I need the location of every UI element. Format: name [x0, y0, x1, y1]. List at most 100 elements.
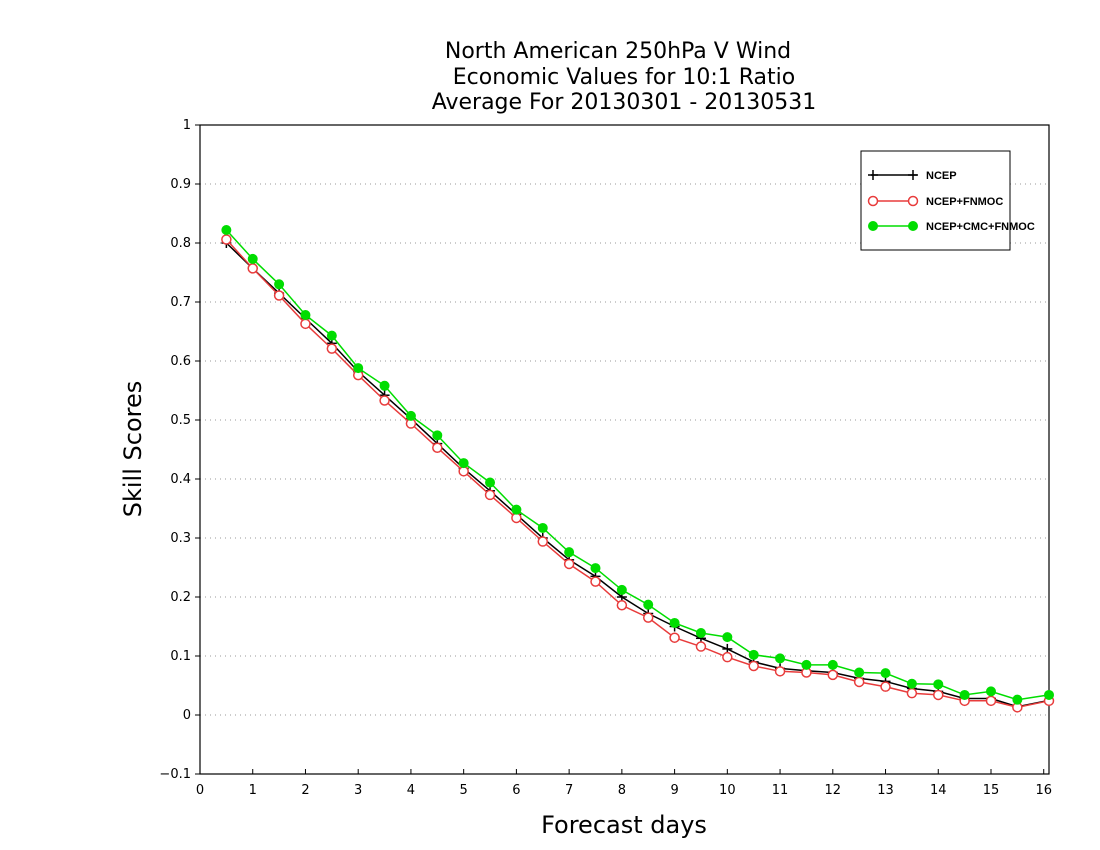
data-point — [484, 489, 496, 501]
data-point — [274, 279, 285, 290]
data-point — [537, 522, 548, 533]
y-tick-label: 0.8 — [170, 236, 191, 251]
legend-marker-right — [907, 195, 919, 207]
x-tick-label: 5 — [460, 783, 468, 798]
legend-entries: NCEP NCEP+FNMOC NCEP+CMC+FNMOC — [867, 170, 1035, 233]
x-tick-label: 2 — [301, 783, 309, 798]
data-point — [643, 599, 654, 610]
x-tick-label: 13 — [877, 783, 894, 798]
data-point — [985, 695, 997, 707]
y-tick-label: 0.2 — [170, 590, 191, 605]
data-point — [827, 659, 838, 670]
chart-title-line-3: Average For 20130301 - 20130531 — [432, 90, 817, 115]
data-point — [695, 641, 707, 652]
data-point — [774, 666, 786, 677]
data-point — [933, 679, 944, 690]
data-point — [590, 563, 601, 574]
data-point — [353, 363, 364, 374]
data-point — [748, 660, 759, 672]
legend-entry-0: NCEP — [868, 170, 957, 182]
legend-label: NCEP+CMC+FNMOC — [926, 221, 1035, 233]
x-tick-label: 14 — [930, 783, 947, 798]
x-tick-label: 3 — [354, 783, 362, 798]
data-point — [511, 504, 522, 515]
data-point — [326, 330, 337, 341]
chart-title-line-1: North American 250hPa V Wind — [445, 39, 791, 64]
data-point — [906, 687, 918, 699]
data-point — [537, 536, 549, 547]
legend-label: NCEP+FNMOC — [926, 196, 1003, 208]
x-tick-label: 9 — [670, 783, 678, 798]
data-point — [695, 627, 706, 638]
x-tick-label: 1 — [249, 783, 257, 798]
legend-marker-left — [867, 195, 879, 207]
x-tick-label: 4 — [407, 783, 415, 798]
y-tick-label: 0.6 — [170, 354, 191, 369]
data-point — [616, 600, 628, 611]
x-tick-label: 15 — [983, 783, 1000, 798]
grid-lines — [200, 183, 1049, 716]
data-point — [801, 659, 812, 670]
data-point — [985, 686, 996, 697]
data-point — [379, 395, 390, 406]
data-point — [485, 477, 496, 488]
chart-title-line-2: Economic Values for 10:1 Ratio — [453, 65, 795, 90]
data-point — [748, 649, 759, 660]
data-point — [722, 632, 733, 643]
legend-entry-1: NCEP+FNMOC — [867, 195, 1003, 208]
x-tick-label: 11 — [772, 783, 789, 798]
y-tick-label: −0.1 — [159, 767, 191, 782]
data-point — [853, 676, 865, 688]
x-tick-label: 0 — [196, 783, 204, 798]
x-tick-label: 7 — [565, 783, 573, 798]
series-1 — [221, 234, 1055, 713]
data-point — [511, 512, 522, 524]
data-point — [458, 458, 469, 469]
data-point — [1044, 689, 1054, 700]
data-point — [880, 681, 891, 692]
data-point — [247, 253, 258, 264]
data-series — [221, 225, 1055, 713]
data-point — [326, 343, 338, 354]
series-line — [225, 229, 1050, 701]
series-line — [225, 238, 1050, 709]
data-point — [379, 380, 390, 391]
legend: NCEP NCEP+FNMOC NCEP+CMC+FNMOC — [860, 150, 1035, 251]
legend-marker-left — [868, 221, 878, 231]
y-tick-label: 0.4 — [170, 472, 191, 487]
y-tick-label: 0.9 — [170, 177, 191, 192]
data-point — [669, 617, 680, 628]
y-tick-label: 1 — [183, 118, 191, 133]
y-tick-label: 0.1 — [170, 649, 191, 664]
plot-frame — [199, 124, 1050, 775]
series-line — [225, 242, 1050, 708]
data-point — [959, 689, 970, 700]
data-point — [247, 263, 258, 274]
data-point — [669, 632, 680, 643]
legend-marker-right — [908, 170, 918, 180]
x-tick-label: 12 — [825, 783, 842, 798]
y-tick-label: 0.3 — [170, 531, 191, 546]
data-point — [933, 689, 944, 701]
x-tick-label: 10 — [719, 783, 736, 798]
data-point — [300, 318, 311, 330]
y-tick-label: 0.7 — [170, 295, 191, 310]
series-2 — [221, 225, 1054, 705]
data-point — [432, 442, 443, 453]
data-point — [432, 430, 443, 441]
legend-label: NCEP — [926, 170, 957, 182]
data-point — [563, 558, 575, 570]
legend-entry-2: NCEP+CMC+FNMOC — [868, 221, 1035, 233]
data-point — [590, 576, 601, 587]
data-point — [221, 225, 232, 236]
data-point — [775, 653, 786, 664]
data-point — [616, 584, 627, 595]
data-point — [642, 612, 654, 623]
y-tick-label: 0 — [183, 708, 191, 723]
legend-marker-left — [868, 170, 878, 180]
data-point — [906, 678, 917, 689]
y-tick-label: 0.5 — [170, 413, 191, 428]
x-tick-label: 8 — [618, 783, 626, 798]
data-point — [273, 290, 285, 301]
